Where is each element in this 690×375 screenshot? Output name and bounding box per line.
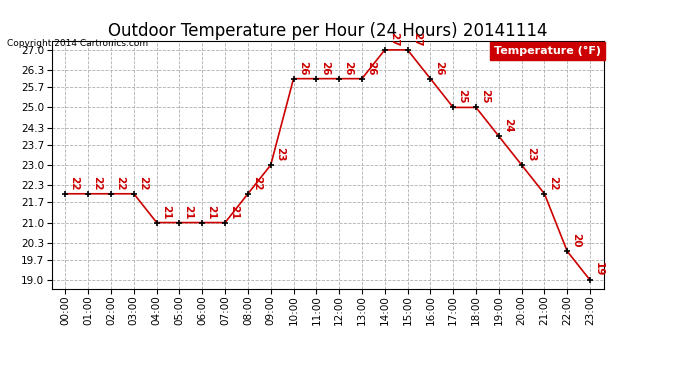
- Text: 21: 21: [184, 205, 194, 219]
- Text: 27: 27: [412, 32, 422, 46]
- Text: 25: 25: [480, 90, 490, 104]
- Text: 26: 26: [320, 61, 331, 75]
- Text: 22: 22: [115, 176, 125, 190]
- Text: 22: 22: [138, 176, 148, 190]
- Text: 21: 21: [161, 205, 171, 219]
- Text: 26: 26: [435, 61, 444, 75]
- Text: 25: 25: [457, 90, 467, 104]
- Text: Copyright 2014 Cartronics.com: Copyright 2014 Cartronics.com: [7, 39, 148, 48]
- Text: 21: 21: [229, 205, 239, 219]
- Text: 24: 24: [503, 118, 513, 133]
- Text: 23: 23: [275, 147, 285, 162]
- Title: Outdoor Temperature per Hour (24 Hours) 20141114: Outdoor Temperature per Hour (24 Hours) …: [108, 22, 547, 40]
- Text: 21: 21: [206, 205, 217, 219]
- Text: 23: 23: [526, 147, 535, 162]
- Text: 20: 20: [571, 233, 582, 248]
- Text: 22: 22: [70, 176, 79, 190]
- Text: 26: 26: [366, 61, 376, 75]
- Text: Temperature (°F): Temperature (°F): [494, 46, 601, 56]
- Text: 22: 22: [549, 176, 558, 190]
- Text: 19: 19: [594, 262, 604, 277]
- Text: 26: 26: [297, 61, 308, 75]
- Text: 22: 22: [252, 176, 262, 190]
- Text: 27: 27: [389, 32, 399, 46]
- Text: 22: 22: [92, 176, 102, 190]
- Text: 26: 26: [343, 61, 353, 75]
